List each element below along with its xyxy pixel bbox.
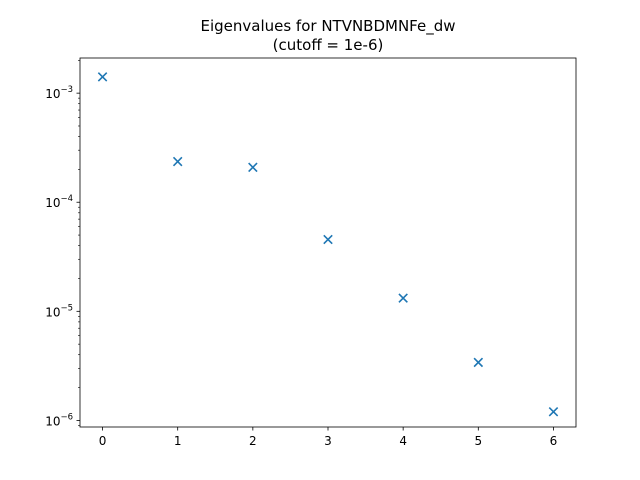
x-tick-label: 6 [550,434,558,448]
y-tick-label: 10−6 [45,412,73,428]
chart-title: Eigenvalues for NTVNBDMNFe_dw [200,17,455,36]
data-point [548,406,559,417]
data-point [172,156,183,167]
data-point [97,72,108,82]
y-tick-label: 10−5 [45,303,73,319]
data-point [323,234,333,245]
x-tick-label: 1 [174,434,182,448]
y-tick-label: 10−4 [45,194,73,210]
x-tick-label: 5 [474,434,482,448]
x-tick-label: 3 [324,434,332,448]
axes-frame [79,57,577,428]
y-tick-label: 10−3 [45,85,73,101]
x-tick-label: 4 [399,434,407,448]
chart-subtitle: (cutoff = 1e-6) [273,36,384,54]
x-tick-label: 2 [249,434,257,448]
data-point [473,357,484,368]
data-point [398,293,408,303]
x-tick-label: 0 [99,434,107,448]
plot-area: 10−6 10−5 10−4 10−3 0 1 2 3 4 5 6 [45,57,577,448]
data-point [248,162,258,173]
